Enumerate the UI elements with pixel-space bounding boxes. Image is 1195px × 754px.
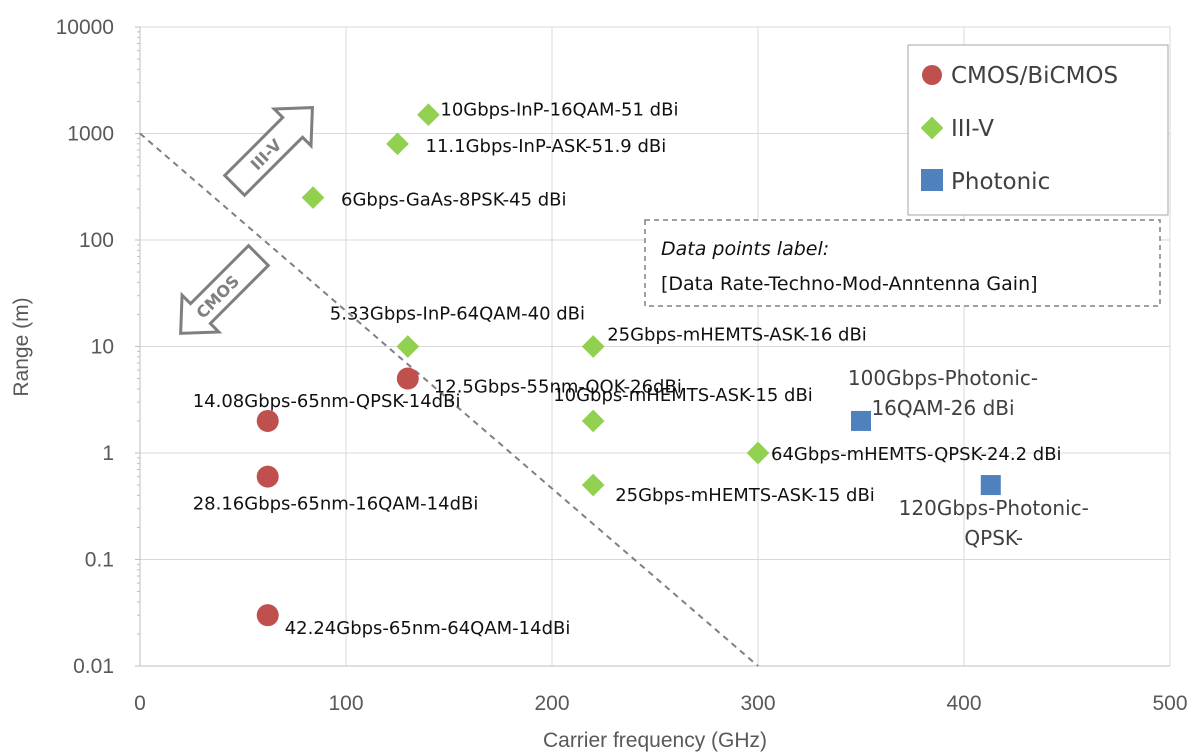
point-label: 16QAM-26 dBi [871,396,1014,420]
point-label: QPSK- [964,526,1023,550]
cmos-arrow-shape [179,243,271,335]
point-label: 14.08Gbps-65nm-QPSK-14dBi [193,391,461,412]
iii-v-point [396,335,420,358]
cmos-point [256,604,279,627]
y-tick-label: 10000 [56,16,114,39]
point-label: 25Gbps-mHEMTS-ASK-15 dBi [615,485,875,506]
point-label: 6Gbps-GaAs-8PSK-45 dBi [341,190,567,211]
note-title: Data points label: [661,238,829,260]
point-label: 64Gbps-mHEMTS-QPSK-24.2 dBi [771,444,1062,465]
x-tick-label: 500 [1152,692,1187,715]
point-label: 28.16Gbps-65nm-16QAM-14dBi [193,494,479,515]
photonic-point [980,475,1001,496]
data-markers [256,103,1001,627]
cmos-point [256,465,279,488]
point-label: 25Gbps-mHEMTS-ASK-16 dBi [607,325,867,346]
data-labels: 12.5Gbps-55nm-OOK-26dBi14.08Gbps-65nm-QP… [193,100,1089,639]
x-axis-title: Carrier frequency (GHz) [543,729,767,752]
iii-v-point [581,473,605,497]
x-tick-label: 400 [946,692,981,715]
photonic-point [851,410,871,431]
iii-v-point [581,409,605,433]
y-tick-label: 1 [102,442,114,465]
cmos-point [396,367,419,390]
point-label: 5.33Gbps-InP-64QAM-40 dBi [330,304,585,325]
x-tick-label: 300 [740,692,775,715]
point-label: 10Gbps-mHEMTS-ASK-15 dBi [553,385,813,406]
cmos-point [256,409,279,432]
legend-photonic-label: Photonic [951,169,1050,195]
note-box: Data points label: [Data Rate-Techno-Mod… [644,219,1161,307]
iii-v-arrow-shape [222,106,314,198]
y-tick-label: 1000 [67,123,114,146]
x-tick-label: 200 [534,692,569,715]
iii-v-point [301,186,325,209]
legend-iiiv-label: III-V [951,116,994,142]
y-tick-label: 10 [91,336,114,359]
x-tick-label: 0 [134,692,146,715]
point-label: 11.1Gbps-InP-ASK-51.9 dBi [426,136,667,157]
note-body: [Data Rate-Techno-Mod-Anntenna Gain] [661,273,1038,295]
y-tick-label: 100 [79,229,114,252]
iii-v-arrow: III-V [222,106,314,198]
iii-v-point [417,103,440,127]
legend: CMOS/BiCMOS III-V Photonic [907,44,1169,216]
point-label: 120Gbps-Photonic- [899,496,1089,520]
legend-photonic-marker [921,169,943,191]
iii-v-point [746,441,770,465]
y-tick-label: 0.01 [73,655,114,678]
axes: 0 100 200 300 400 500 0.01 0.1 1 10 100 1000 10000 [56,16,1188,715]
legend-cmos-label: CMOS/BiCMOS [951,63,1118,89]
iii-v-point [386,132,409,156]
y-axis-title: Range (m) [10,297,33,396]
trend-line-group [139,132,759,667]
point-label: 100Gbps-Photonic- [848,366,1038,390]
note-box-border [644,219,1161,307]
cmos-arrow: CMOS [179,243,271,335]
point-label: 42.24Gbps-65nm-64QAM-14dBi [285,618,571,639]
point-label: 12.5Gbps-55nm-OOK-26dBi [434,377,682,398]
x-tick-label: 100 [328,692,363,715]
y-tick-label: 0.1 [85,549,114,572]
point-label: 10Gbps-InP-16QAM-51 dBi [440,100,678,121]
iii-v-point [581,335,605,358]
legend-cmos-marker [922,65,942,85]
trend-line [139,132,759,667]
legend-border [907,44,1169,216]
